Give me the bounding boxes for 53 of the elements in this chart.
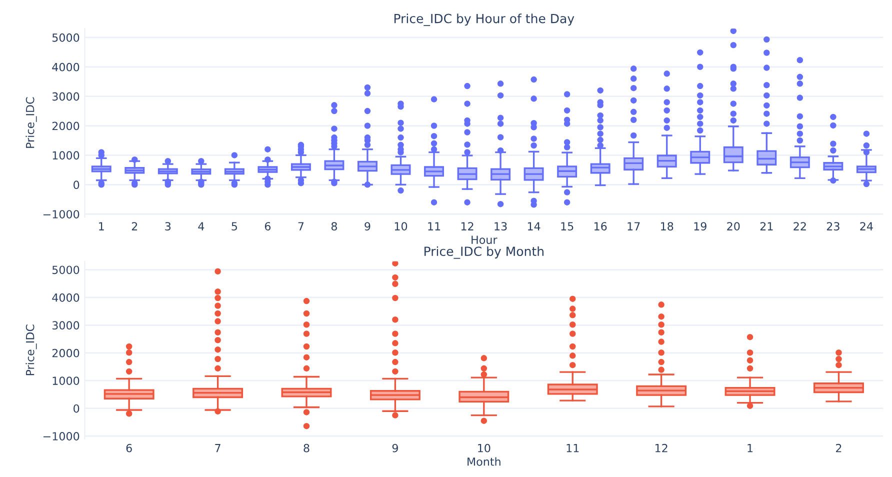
y-axis-title: Price_IDC xyxy=(26,97,37,148)
y-tick-label: 2000 xyxy=(52,348,80,358)
y-tick-label: −1000 xyxy=(43,432,80,440)
y-axis-title: Price_IDC xyxy=(26,324,37,376)
x-tick-label: 11 xyxy=(428,222,440,230)
y-tick-label: 5000 xyxy=(52,33,80,42)
x-tick-label: 24 xyxy=(860,222,873,230)
y-tick-label: 3000 xyxy=(52,321,80,330)
y-tick-label: 2000 xyxy=(52,122,80,130)
x-axis-title: Hour xyxy=(472,236,498,244)
x-tick-label: 17 xyxy=(628,222,640,230)
x-tick-label: 12 xyxy=(655,444,668,452)
y-tick-label: 0 xyxy=(74,404,80,413)
y-tick-label: 0 xyxy=(74,180,80,190)
x-tick-label: 21 xyxy=(760,222,773,230)
x-tick-label: 10 xyxy=(394,222,408,230)
x-tick-label: 8 xyxy=(304,444,310,452)
x-tick-label: 1 xyxy=(99,222,104,230)
x-tick-label: 10 xyxy=(478,444,490,452)
x-tick-label: 9 xyxy=(364,222,370,230)
x-tick-label: 11 xyxy=(566,444,579,452)
chart-title: Price_IDC by Hour of the Day xyxy=(394,14,574,26)
x-tick-label: 7 xyxy=(298,222,304,230)
x-tick-label: 18 xyxy=(661,222,674,230)
x-axis-title: Month xyxy=(468,457,500,466)
y-tick-label: 1000 xyxy=(52,376,80,385)
x-tick-label: 7 xyxy=(215,444,220,452)
x-tick-label: 8 xyxy=(331,222,337,230)
x-tick-label: 13 xyxy=(494,222,507,230)
x-tick-label: 12 xyxy=(461,222,474,230)
x-tick-label: 15 xyxy=(561,222,574,230)
x-tick-label: 20 xyxy=(727,222,740,230)
y-tick-label: 4000 xyxy=(52,293,80,302)
x-tick-label: 2 xyxy=(836,444,842,452)
x-tick-label: 16 xyxy=(594,222,607,230)
x-tick-label: 14 xyxy=(528,222,540,230)
x-tick-label: 6 xyxy=(126,444,132,452)
x-tick-label: 23 xyxy=(826,222,840,230)
y-tick-label: −1000 xyxy=(43,210,80,218)
x-tick-label: 2 xyxy=(132,222,138,230)
x-tick-label: 6 xyxy=(264,222,271,230)
x-tick-label: 4 xyxy=(198,222,204,230)
x-tick-label: 9 xyxy=(392,444,398,452)
x-tick-label: 22 xyxy=(794,222,806,230)
chart-title: Price_IDC by Month xyxy=(424,246,544,259)
x-tick-label: 19 xyxy=(694,222,706,230)
x-tick-label: 1 xyxy=(748,444,753,452)
y-tick-label: 1000 xyxy=(52,151,80,160)
x-tick-label: 5 xyxy=(232,222,237,230)
x-tick-label: 3 xyxy=(165,222,171,230)
y-tick-label: 3000 xyxy=(52,92,80,101)
y-tick-label: 4000 xyxy=(52,62,80,72)
y-tick-label: 5000 xyxy=(52,266,80,274)
